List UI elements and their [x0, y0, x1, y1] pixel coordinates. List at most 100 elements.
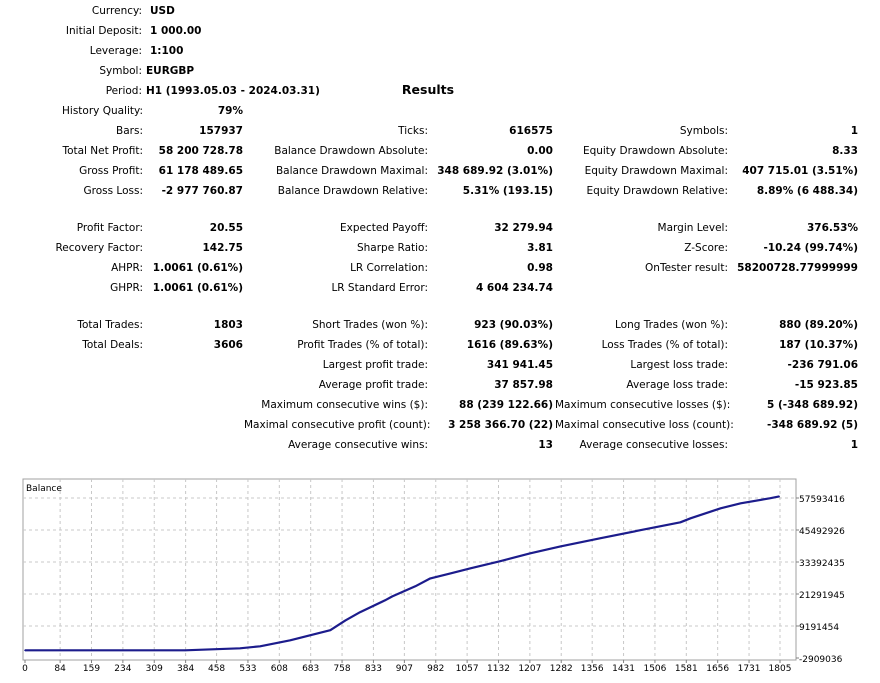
- x-tick-label: 1506: [643, 664, 666, 674]
- result-label: Equity Drawdown Absolute:: [582, 145, 728, 157]
- result-value: 0.00: [527, 145, 553, 157]
- result-label: Bars:: [116, 125, 143, 137]
- result-label: Total Net Profit:: [62, 145, 143, 157]
- result-value: -2 977 760.87: [161, 185, 243, 197]
- balance-point: [24, 649, 26, 652]
- x-tick-label: 758: [333, 664, 350, 674]
- result-label: Z-Score:: [684, 242, 728, 254]
- x-tick-label: 384: [177, 664, 194, 674]
- result-value: 1616 (89.63%): [466, 339, 553, 351]
- chart-title: Balance: [26, 484, 62, 494]
- result-value: -10.24 (99.74%): [763, 242, 858, 254]
- result-label: Profit Factor:: [76, 222, 143, 234]
- x-tick-label: 234: [114, 664, 131, 674]
- balance-point: [184, 649, 187, 652]
- chart-frame: [22, 478, 797, 661]
- balance-point: [719, 507, 722, 510]
- y-tick-label: 45492926: [799, 527, 845, 537]
- setting-value: 1 000.00: [150, 25, 202, 37]
- x-tick-label: 1431: [612, 664, 635, 674]
- x-tick-label: 982: [427, 664, 444, 674]
- balance-point: [639, 529, 642, 532]
- result-label: Equity Drawdown Maximal:: [584, 165, 728, 177]
- setting-value: EURGBP: [146, 65, 195, 77]
- y-tick-label: 33392435: [799, 559, 845, 569]
- x-tick-label: 683: [302, 664, 319, 674]
- result-label: Maximal consecutive profit (count):: [244, 419, 431, 431]
- x-tick-label: 1282: [550, 664, 573, 674]
- result-label: Expected Payoff:: [339, 222, 428, 234]
- balance-point: [384, 599, 386, 602]
- result-value: 3 258 366.70 (22): [448, 419, 553, 431]
- result-value: 13: [538, 439, 553, 451]
- balance-point: [469, 567, 472, 570]
- result-value: 1803: [213, 319, 243, 331]
- result-value: 5.31% (193.15): [462, 185, 553, 197]
- result-value: 88 (239 122.66): [459, 399, 553, 411]
- x-tick-label: 1132: [487, 664, 510, 674]
- result-label: Average consecutive losses:: [579, 439, 728, 451]
- setting-label: Symbol:: [99, 65, 142, 77]
- setting-value: 1:100: [150, 45, 184, 57]
- balance-point: [344, 619, 347, 622]
- result-value: -348 689.92 (5): [766, 419, 858, 431]
- result-label: Average consecutive wins:: [288, 439, 428, 451]
- x-tick-label: 533: [239, 664, 256, 674]
- setting-label: Currency:: [91, 5, 142, 17]
- balance-point: [359, 611, 361, 614]
- result-value: 1: [850, 125, 858, 137]
- balance-point: [289, 639, 291, 642]
- result-label: Short Trades (won %):: [312, 319, 428, 331]
- result-label: OnTester result:: [645, 262, 728, 274]
- balance-point: [599, 537, 602, 539]
- x-tick-label: 458: [208, 664, 225, 674]
- x-tick-label: 0: [22, 664, 28, 674]
- setting-label: Leverage:: [89, 45, 142, 57]
- balance-point: [239, 647, 241, 650]
- result-label: Profit Trades (% of total):: [297, 339, 428, 351]
- y-tick-label: 9191454: [799, 623, 839, 633]
- result-value: 3.81: [527, 242, 553, 254]
- balance-point: [259, 645, 261, 648]
- result-label: History Quality:: [62, 105, 143, 117]
- result-value: 4 604 234.74: [475, 282, 553, 294]
- result-label: Maximum consecutive wins ($):: [261, 399, 428, 411]
- setting-label: Initial Deposit:: [65, 25, 142, 37]
- balance-point: [739, 502, 742, 505]
- result-value: 8.33: [832, 145, 858, 157]
- balance-point: [689, 517, 692, 520]
- result-value: 0.98: [527, 262, 553, 274]
- result-label: Total Trades:: [77, 319, 143, 331]
- result-value: -236 791.06: [787, 359, 858, 371]
- result-label: LR Correlation:: [350, 262, 428, 274]
- setting-value: USD: [150, 5, 175, 17]
- balance-point: [778, 495, 780, 498]
- result-label: Maximum consecutive losses ($):: [555, 399, 731, 411]
- result-label: LR Standard Error:: [331, 282, 428, 294]
- result-value: 157937: [199, 125, 243, 137]
- result-label: Total Deals:: [82, 339, 143, 351]
- result-label: Average loss trade:: [626, 379, 728, 391]
- result-label: Margin Level:: [657, 222, 728, 234]
- result-value: 20.55: [209, 222, 243, 234]
- result-label: Long Trades (won %):: [614, 319, 728, 331]
- result-value: 348 689.92 (3.01%): [437, 165, 553, 177]
- result-value: 79%: [217, 105, 243, 117]
- result-value: 376.53%: [806, 222, 858, 234]
- result-label: Recovery Factor:: [55, 242, 143, 254]
- result-value: 8.89% (6 488.34): [756, 185, 858, 197]
- result-label: Largest loss trade:: [630, 359, 728, 371]
- result-label: Average profit trade:: [318, 379, 428, 391]
- result-label: Equity Drawdown Relative:: [586, 185, 728, 197]
- setting-label: Period:: [105, 85, 142, 97]
- balance-point: [414, 585, 417, 588]
- x-tick-label: 1656: [706, 664, 729, 674]
- x-tick-label: 1805: [769, 664, 792, 674]
- balance-point: [679, 521, 682, 524]
- result-value: 407 715.01 (3.51%): [742, 165, 858, 177]
- x-tick-label: 833: [365, 664, 382, 674]
- balance-chart: 0 84 159 234 309 384 458 533 608 683 758 833 907 982 1…: [22, 478, 845, 674]
- result-value: 1: [850, 439, 858, 451]
- result-label: GHPR:: [110, 282, 143, 294]
- result-value: 61 178 489.65: [158, 165, 243, 177]
